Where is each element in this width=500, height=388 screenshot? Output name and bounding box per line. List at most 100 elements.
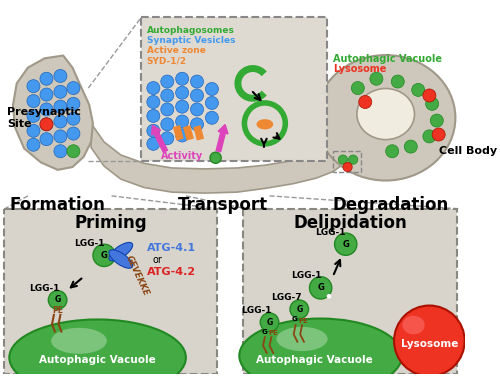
Circle shape (176, 129, 188, 142)
Circle shape (54, 130, 67, 143)
Circle shape (40, 133, 53, 146)
FancyBboxPatch shape (4, 209, 218, 374)
Circle shape (412, 83, 424, 96)
Circle shape (404, 140, 417, 153)
Circle shape (206, 96, 218, 109)
Circle shape (190, 103, 203, 116)
Text: Degradation: Degradation (332, 196, 448, 214)
Circle shape (40, 103, 53, 116)
Ellipse shape (51, 328, 107, 354)
Text: G: G (296, 305, 302, 314)
Polygon shape (91, 123, 342, 193)
Circle shape (338, 155, 347, 164)
Circle shape (190, 89, 203, 102)
Circle shape (423, 89, 436, 102)
Ellipse shape (402, 316, 424, 334)
Circle shape (67, 81, 80, 95)
Circle shape (27, 124, 40, 137)
Circle shape (67, 97, 80, 110)
Circle shape (147, 81, 160, 95)
Circle shape (334, 233, 357, 255)
Text: ATG-4.2: ATG-4.2 (147, 267, 196, 277)
Circle shape (386, 145, 398, 158)
Text: Lysosome: Lysosome (400, 339, 458, 349)
Circle shape (176, 72, 188, 85)
Circle shape (343, 163, 352, 172)
Text: LGG-1: LGG-1 (30, 284, 60, 293)
Circle shape (210, 152, 221, 163)
Ellipse shape (109, 242, 132, 261)
Circle shape (54, 145, 67, 158)
Circle shape (326, 294, 332, 298)
Circle shape (27, 95, 40, 107)
Text: Formation: Formation (10, 196, 106, 214)
Text: or: or (152, 255, 162, 265)
Circle shape (176, 115, 188, 128)
Circle shape (27, 109, 40, 123)
Circle shape (190, 118, 203, 131)
Circle shape (40, 72, 53, 85)
Ellipse shape (316, 55, 456, 180)
Ellipse shape (256, 119, 273, 130)
Text: LGG-1: LGG-1 (316, 228, 346, 237)
Circle shape (426, 97, 438, 110)
Circle shape (432, 128, 445, 141)
Circle shape (161, 132, 174, 145)
Text: Lysosome: Lysosome (332, 64, 386, 74)
Text: G: G (54, 295, 60, 305)
Text: Priming: Priming (74, 213, 147, 232)
Circle shape (48, 291, 67, 309)
Ellipse shape (357, 88, 414, 140)
Text: Autophagosomes: Autophagosomes (147, 26, 234, 35)
Circle shape (147, 95, 160, 109)
Circle shape (67, 145, 80, 158)
Bar (173, 125, 184, 140)
Text: G: G (317, 283, 324, 293)
Circle shape (392, 75, 404, 88)
Text: LGG-1: LGG-1 (74, 239, 104, 248)
Text: Autophagic Vacuole: Autophagic Vacuole (256, 355, 372, 365)
Circle shape (40, 118, 53, 131)
Text: PE: PE (298, 318, 308, 324)
Text: G: G (262, 329, 268, 334)
Circle shape (54, 69, 67, 83)
Circle shape (161, 118, 174, 131)
Circle shape (67, 112, 80, 125)
Circle shape (260, 313, 279, 332)
Text: Transport: Transport (178, 196, 268, 214)
Text: SYD-1/2: SYD-1/2 (147, 56, 187, 66)
Circle shape (54, 115, 67, 128)
FancyBboxPatch shape (142, 17, 327, 161)
Text: Autophagic Vacuole: Autophagic Vacuole (332, 54, 442, 64)
Text: Autophagic Vacuole: Autophagic Vacuole (39, 355, 156, 365)
Text: G: G (266, 318, 272, 327)
Circle shape (27, 80, 40, 93)
Circle shape (290, 300, 308, 319)
Text: PE: PE (52, 306, 63, 315)
Text: Delipidation: Delipidation (294, 213, 407, 232)
Ellipse shape (10, 319, 186, 388)
Circle shape (67, 127, 80, 140)
Circle shape (423, 130, 436, 143)
Text: G: G (342, 240, 349, 249)
Circle shape (206, 111, 218, 124)
Circle shape (190, 75, 203, 88)
Circle shape (394, 305, 464, 376)
Polygon shape (13, 55, 93, 170)
Circle shape (161, 89, 174, 102)
FancyArrow shape (152, 125, 168, 152)
Text: LGG-7: LGG-7 (271, 293, 302, 302)
Text: G: G (292, 317, 298, 322)
Circle shape (147, 137, 160, 150)
Bar (183, 125, 194, 140)
Circle shape (352, 81, 364, 95)
Ellipse shape (276, 327, 328, 351)
Bar (194, 125, 204, 140)
Text: Cell Body: Cell Body (438, 146, 497, 156)
Circle shape (93, 244, 115, 267)
Circle shape (161, 103, 174, 116)
Circle shape (310, 277, 332, 299)
Circle shape (206, 83, 218, 95)
Circle shape (370, 72, 383, 85)
Text: LGG-1: LGG-1 (242, 306, 272, 315)
